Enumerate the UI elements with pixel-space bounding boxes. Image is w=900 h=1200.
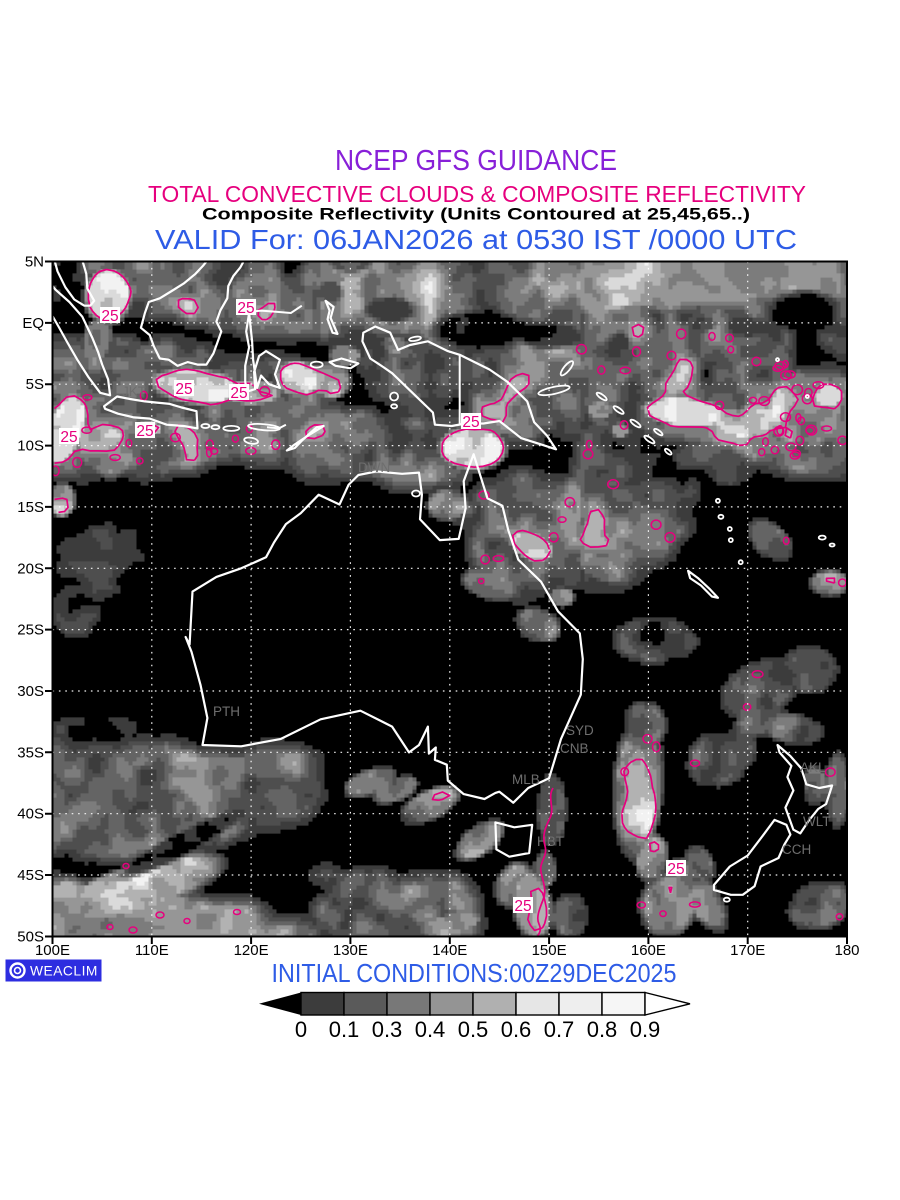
svg-text:40S: 40S <box>17 806 44 823</box>
svg-text:0.4: 0.4 <box>415 1017 446 1042</box>
svg-text:50S: 50S <box>17 929 44 946</box>
svg-text:10S: 10S <box>17 438 44 455</box>
svg-text:CNB: CNB <box>560 741 589 756</box>
svg-text:140E: 140E <box>432 942 467 959</box>
svg-text:WEACLIM: WEACLIM <box>30 964 98 979</box>
svg-text:0.7: 0.7 <box>544 1017 575 1042</box>
svg-text:DWN: DWN <box>358 460 390 475</box>
svg-text:160E: 160E <box>631 942 666 959</box>
svg-text:25: 25 <box>667 861 684 878</box>
svg-text:25: 25 <box>101 308 118 325</box>
svg-text:30S: 30S <box>17 683 44 700</box>
svg-text:5N: 5N <box>25 254 44 271</box>
svg-text:100E: 100E <box>35 942 70 959</box>
svg-text:EQ: EQ <box>22 315 44 332</box>
svg-text:25: 25 <box>237 300 254 317</box>
svg-text:PTH: PTH <box>213 704 240 719</box>
svg-text:0.9: 0.9 <box>630 1017 661 1042</box>
svg-text:WLT: WLT <box>803 814 831 829</box>
svg-text:25: 25 <box>136 423 153 440</box>
svg-text:130E: 130E <box>333 942 368 959</box>
svg-text:180: 180 <box>834 942 859 959</box>
svg-text:SYD: SYD <box>566 723 594 738</box>
svg-text:0.3: 0.3 <box>372 1017 403 1042</box>
svg-text:TOTAL CONVECTIVE CLOUDS & COMP: TOTAL CONVECTIVE CLOUDS & COMPOSITE REFL… <box>148 181 806 207</box>
svg-text:AKL: AKL <box>800 760 826 775</box>
svg-text:CCH: CCH <box>782 842 811 857</box>
svg-text:170E: 170E <box>730 942 765 959</box>
svg-text:0.5: 0.5 <box>458 1017 489 1042</box>
svg-text:20S: 20S <box>17 560 44 577</box>
svg-text:25S: 25S <box>17 622 44 639</box>
svg-text:Composite Reflectivity (Units: Composite Reflectivity (Units Contoured … <box>202 205 750 224</box>
svg-text:25: 25 <box>175 381 192 398</box>
svg-text:0.8: 0.8 <box>587 1017 618 1042</box>
svg-text:25: 25 <box>60 429 77 446</box>
svg-text:VALID For: 06JAN2026 at 0530 I: VALID For: 06JAN2026 at 0530 IST /0000 U… <box>155 224 797 255</box>
svg-text:JKT: JKT <box>122 384 146 399</box>
svg-text:25: 25 <box>230 385 247 402</box>
svg-text:15S: 15S <box>17 499 44 516</box>
svg-text:0: 0 <box>295 1017 307 1042</box>
svg-text:0.1: 0.1 <box>329 1017 360 1042</box>
svg-text:NCEP GFS GUIDANCE: NCEP GFS GUIDANCE <box>335 145 617 177</box>
svg-text:MLB: MLB <box>512 772 540 787</box>
svg-text:45S: 45S <box>17 867 44 884</box>
svg-text:25: 25 <box>514 898 531 915</box>
svg-text:35S: 35S <box>17 744 44 761</box>
svg-text:0.6: 0.6 <box>501 1017 532 1042</box>
svg-text:110E: 110E <box>135 942 169 959</box>
svg-text:HBT: HBT <box>537 834 564 849</box>
svg-text:150E: 150E <box>532 942 567 959</box>
svg-text:INITIAL CONDITIONS:00Z29DEC202: INITIAL CONDITIONS:00Z29DEC2025 <box>272 958 677 988</box>
svg-text:25: 25 <box>462 414 479 431</box>
svg-text:5S: 5S <box>26 376 44 393</box>
svg-text:120E: 120E <box>234 942 269 959</box>
